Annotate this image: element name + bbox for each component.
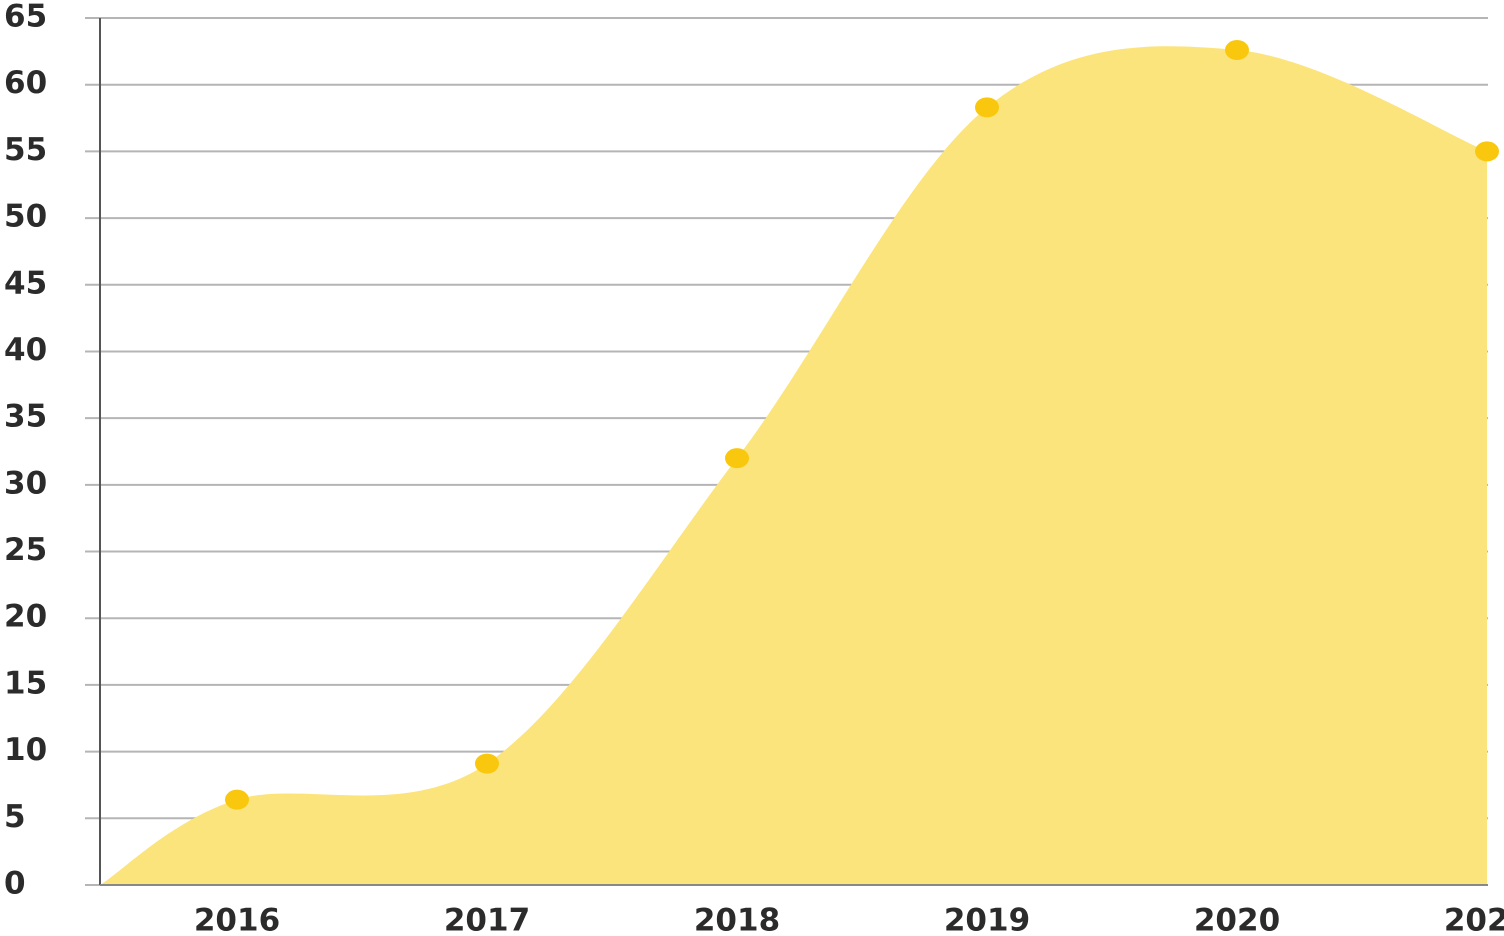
marker [975,97,999,118]
marker [725,448,749,469]
marker [1225,40,1249,61]
x-tick-label: 2019 [944,903,1030,936]
x-tick-label: 2020 [1194,903,1280,936]
y-tick-label: 45 [4,265,47,301]
x-tick-label: 2016 [194,903,280,936]
y-tick-label: 65 [4,0,47,35]
y-tick-label: 40 [4,332,47,368]
y-tick-label: 15 [4,665,47,701]
y-tick-label: 10 [4,732,47,768]
y-tick-label: 35 [4,399,47,435]
y-tick-label: 50 [4,199,47,235]
y-tick-label: 0 [4,866,26,902]
marker [475,753,499,774]
y-tick-label: 60 [4,65,47,101]
marker [225,789,249,810]
y-tick-label: 25 [4,532,47,568]
x-tick-label: 2018 [694,903,780,936]
y-tick-label: 30 [4,465,47,501]
y-tick-label: 55 [4,132,47,168]
x-tick-label: 2017 [444,903,530,936]
y-tick-label: 5 [4,799,26,835]
y-tick-label: 20 [4,599,47,635]
area [100,46,1487,886]
marker [1475,141,1499,162]
x-tick-label: 2021 [1444,903,1504,936]
